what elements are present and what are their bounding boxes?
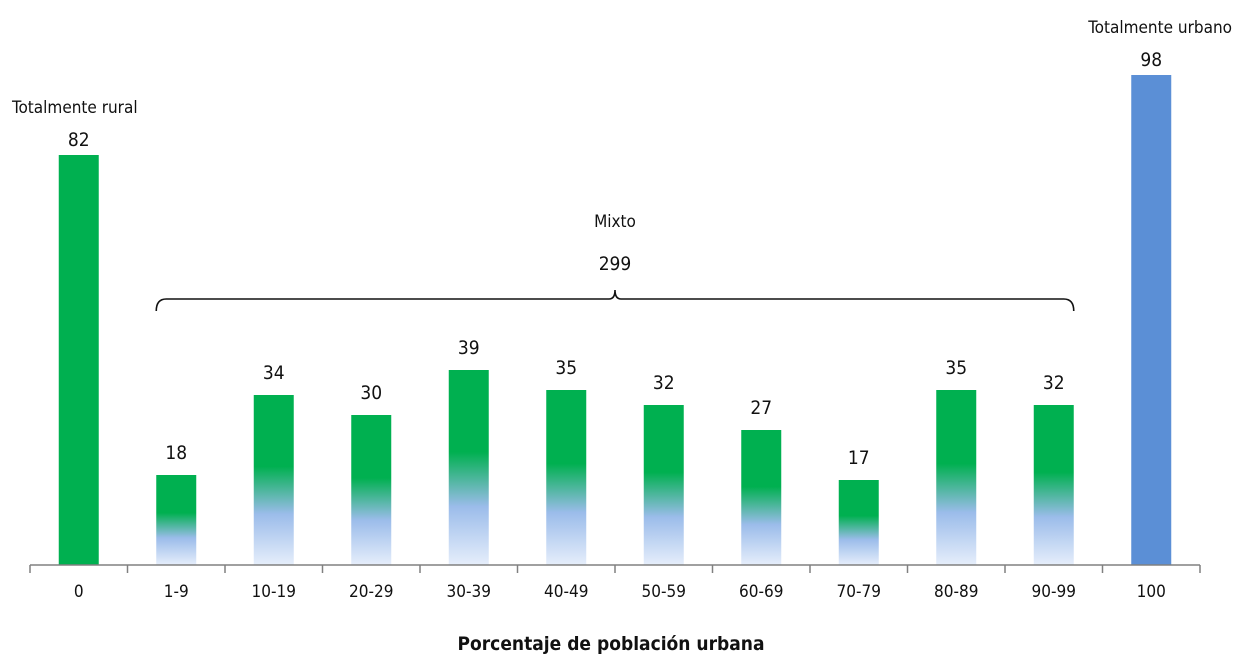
bar-90-99	[1033, 405, 1074, 565]
rural-annotation-value: 82	[68, 129, 90, 151]
mixed-bracket-line	[155, 289, 1075, 312]
tick-label-100: 100	[1137, 582, 1166, 602]
x-axis: 0 1-9 10-19 20-29 30-39 40-49 50-59 60-69 70-79 8…	[29, 564, 1201, 602]
tick-label-40-49: 40-49	[544, 582, 588, 602]
x-axis-label: Porcentaje de población urbana	[457, 633, 764, 655]
bar-40-49	[546, 390, 587, 565]
data-label-20-29: 30	[360, 382, 382, 404]
mixed-annotation-label: Mixto	[594, 212, 636, 232]
tick-label-1-9: 1-9	[164, 582, 189, 602]
urban-annotation-label: Totalmente urbano	[1087, 18, 1232, 38]
bar-70-79	[838, 480, 879, 565]
data-label-90-99: 32	[1043, 372, 1065, 394]
mixed-annotation-value: 299	[599, 253, 632, 275]
bar-0	[58, 155, 99, 565]
bar-10-19	[253, 395, 294, 565]
data-label-1-9: 18	[165, 442, 187, 464]
bar-50-59	[643, 405, 684, 565]
tick-label-60-69: 60-69	[739, 582, 783, 602]
bar-80-89	[936, 390, 977, 565]
bar-1-9	[156, 475, 197, 565]
data-label-30-39: 39	[458, 337, 480, 359]
urban-annotation-value: 98	[1140, 49, 1162, 71]
tick-label-20-29: 20-29	[349, 582, 393, 602]
tick-label-10-19: 10-19	[252, 582, 296, 602]
mixed-bracket: Mixto 299	[155, 212, 1075, 312]
tick-label-0: 0	[74, 582, 84, 602]
data-label-40-49: 35	[555, 357, 577, 379]
bars: 18 34 30 39 35 32 27 17 35 32 Totalmente rural 82 To…	[11, 18, 1232, 565]
tick-label-70-79: 70-79	[837, 582, 881, 602]
data-label-60-69: 27	[750, 397, 772, 419]
bar-60-69	[741, 430, 782, 565]
data-label-70-79: 17	[848, 447, 870, 469]
data-label-80-89: 35	[945, 357, 967, 379]
bar-30-39	[448, 370, 489, 565]
rural-annotation-label: Totalmente rural	[11, 98, 138, 118]
tick-label-90-99: 90-99	[1032, 582, 1076, 602]
tick-label-50-59: 50-59	[642, 582, 686, 602]
data-label-50-59: 32	[653, 372, 675, 394]
tick-label-80-89: 80-89	[934, 582, 978, 602]
data-label-10-19: 34	[263, 362, 285, 384]
tick-label-30-39: 30-39	[447, 582, 491, 602]
bar-100	[1131, 75, 1172, 565]
bar-20-29	[351, 415, 392, 565]
